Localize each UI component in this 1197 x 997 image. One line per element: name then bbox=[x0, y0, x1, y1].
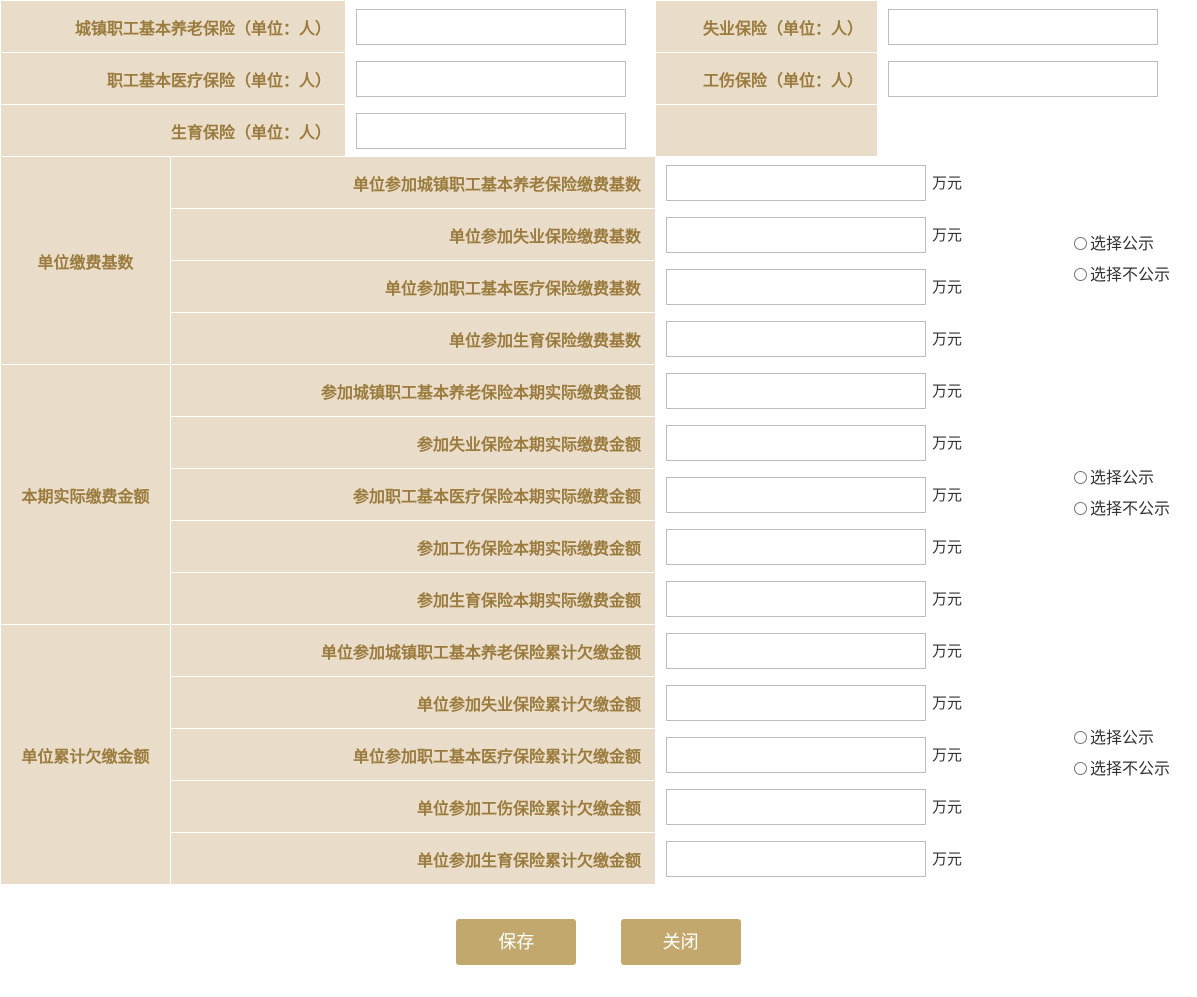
unit-label: 万元 bbox=[932, 799, 962, 816]
owed-r2-input[interactable] bbox=[666, 685, 926, 721]
actual-r3-input[interactable] bbox=[666, 477, 926, 513]
unit-label: 万元 bbox=[932, 747, 962, 764]
owed-radio-show[interactable] bbox=[1074, 731, 1087, 744]
unit-label: 万元 bbox=[932, 227, 962, 244]
owed-r3-input-cell: 万元 bbox=[656, 729, 1068, 781]
actual-radio-cell: 选择公示 选择不公示 bbox=[1068, 365, 1197, 625]
owed-r3-label: 单位参加职工基本医疗保险累计欠缴金额 bbox=[171, 729, 656, 781]
insurance-form-table: 城镇职工基本养老保险（单位：人） 失业保险（单位：人） 职工基本医疗保险（单位：… bbox=[0, 0, 1197, 885]
unit-label: 万元 bbox=[932, 591, 962, 608]
injury-label: 工伤保险（单位：人） bbox=[656, 53, 878, 105]
base-radio-show-label[interactable]: 选择公示 bbox=[1074, 230, 1197, 260]
unit-label: 万元 bbox=[932, 539, 962, 556]
unemployment-input-cell bbox=[878, 1, 1197, 53]
medical-input-cell bbox=[346, 53, 656, 105]
owed-radio-show-label[interactable]: 选择公示 bbox=[1074, 724, 1197, 754]
actual-r2-label: 参加失业保险本期实际缴费金额 bbox=[171, 417, 656, 469]
group-owed-header: 单位累计欠缴金额 bbox=[1, 625, 171, 885]
unemployment-label: 失业保险（单位：人） bbox=[656, 1, 878, 53]
owed-r1-label: 单位参加城镇职工基本养老保险累计欠缴金额 bbox=[171, 625, 656, 677]
unit-label: 万元 bbox=[932, 435, 962, 452]
base-r3-label: 单位参加职工基本医疗保险缴费基数 bbox=[171, 261, 656, 313]
actual-radio-show-label[interactable]: 选择公示 bbox=[1074, 464, 1197, 494]
base-r3-input[interactable] bbox=[666, 269, 926, 305]
unit-label: 万元 bbox=[932, 279, 962, 296]
unit-label: 万元 bbox=[932, 331, 962, 348]
owed-r2-input-cell: 万元 bbox=[656, 677, 1068, 729]
owed-radio-cell: 选择公示 选择不公示 bbox=[1068, 625, 1197, 885]
unit-label: 万元 bbox=[932, 695, 962, 712]
owed-r2-label: 单位参加失业保险累计欠缴金额 bbox=[171, 677, 656, 729]
actual-r3-input-cell: 万元 bbox=[656, 469, 1068, 521]
maternity-label: 生育保险（单位：人） bbox=[1, 105, 346, 157]
actual-radio-show[interactable] bbox=[1074, 471, 1087, 484]
actual-radio-hide-label[interactable]: 选择不公示 bbox=[1074, 495, 1197, 525]
owed-r3-input[interactable] bbox=[666, 737, 926, 773]
group-actual-header: 本期实际缴费金额 bbox=[1, 365, 171, 625]
owed-radio-hide-label[interactable]: 选择不公示 bbox=[1074, 755, 1197, 785]
owed-r1-input[interactable] bbox=[666, 633, 926, 669]
actual-r3-label: 参加职工基本医疗保险本期实际缴费金额 bbox=[171, 469, 656, 521]
unit-label: 万元 bbox=[932, 851, 962, 868]
actual-r4-input[interactable] bbox=[666, 529, 926, 565]
base-r1-input[interactable] bbox=[666, 165, 926, 201]
base-radio-cell: 选择公示 选择不公示 bbox=[1068, 157, 1197, 365]
medical-label: 职工基本医疗保险（单位：人） bbox=[1, 53, 346, 105]
base-r2-input-cell: 万元 bbox=[656, 209, 1068, 261]
owed-r4-input-cell: 万元 bbox=[656, 781, 1068, 833]
unit-label: 万元 bbox=[932, 383, 962, 400]
actual-radio-hide[interactable] bbox=[1074, 502, 1087, 515]
base-r1-input-cell: 万元 bbox=[656, 157, 1068, 209]
owed-r1-input-cell: 万元 bbox=[656, 625, 1068, 677]
base-r2-input[interactable] bbox=[666, 217, 926, 253]
pension-label: 城镇职工基本养老保险（单位：人） bbox=[1, 1, 346, 53]
base-r1-label: 单位参加城镇职工基本养老保险缴费基数 bbox=[171, 157, 656, 209]
owed-r5-input[interactable] bbox=[666, 841, 926, 877]
actual-r1-input[interactable] bbox=[666, 373, 926, 409]
base-r2-label: 单位参加失业保险缴费基数 bbox=[171, 209, 656, 261]
pension-input[interactable] bbox=[356, 9, 626, 45]
medical-input[interactable] bbox=[356, 61, 626, 97]
maternity-input-cell bbox=[346, 105, 656, 157]
actual-r2-input[interactable] bbox=[666, 425, 926, 461]
actual-r1-input-cell: 万元 bbox=[656, 365, 1068, 417]
base-radio-hide[interactable] bbox=[1074, 268, 1087, 281]
base-radio-hide-label[interactable]: 选择不公示 bbox=[1074, 261, 1197, 291]
base-radio-show[interactable] bbox=[1074, 237, 1087, 250]
unit-label: 万元 bbox=[932, 175, 962, 192]
owed-radio-hide[interactable] bbox=[1074, 762, 1087, 775]
base-r4-input[interactable] bbox=[666, 321, 926, 357]
injury-input-cell bbox=[878, 53, 1197, 105]
owed-r4-label: 单位参加工伤保险累计欠缴金额 bbox=[171, 781, 656, 833]
unit-label: 万元 bbox=[932, 487, 962, 504]
actual-r2-input-cell: 万元 bbox=[656, 417, 1068, 469]
owed-r5-label: 单位参加生育保险累计欠缴金额 bbox=[171, 833, 656, 885]
actual-r4-input-cell: 万元 bbox=[656, 521, 1068, 573]
actual-r4-label: 参加工伤保险本期实际缴费金额 bbox=[171, 521, 656, 573]
base-r3-input-cell: 万元 bbox=[656, 261, 1068, 313]
pension-input-cell bbox=[346, 1, 656, 53]
owed-r5-input-cell: 万元 bbox=[656, 833, 1068, 885]
actual-r1-label: 参加城镇职工基本养老保险本期实际缴费金额 bbox=[171, 365, 656, 417]
injury-input[interactable] bbox=[888, 61, 1158, 97]
maternity-input[interactable] bbox=[356, 113, 626, 149]
save-button[interactable]: 保存 bbox=[456, 919, 576, 965]
actual-r5-label: 参加生育保险本期实际缴费金额 bbox=[171, 573, 656, 625]
empty-input-cell bbox=[878, 105, 1197, 157]
close-button[interactable]: 关闭 bbox=[621, 919, 741, 965]
unit-label: 万元 bbox=[932, 643, 962, 660]
actual-r5-input-cell: 万元 bbox=[656, 573, 1068, 625]
owed-r4-input[interactable] bbox=[666, 789, 926, 825]
button-row: 保存 关闭 bbox=[0, 885, 1197, 975]
group-base-header: 单位缴费基数 bbox=[1, 157, 171, 365]
base-r4-input-cell: 万元 bbox=[656, 313, 1068, 365]
empty-cell bbox=[656, 105, 878, 157]
actual-r5-input[interactable] bbox=[666, 581, 926, 617]
base-r4-label: 单位参加生育保险缴费基数 bbox=[171, 313, 656, 365]
unemployment-input[interactable] bbox=[888, 9, 1158, 45]
